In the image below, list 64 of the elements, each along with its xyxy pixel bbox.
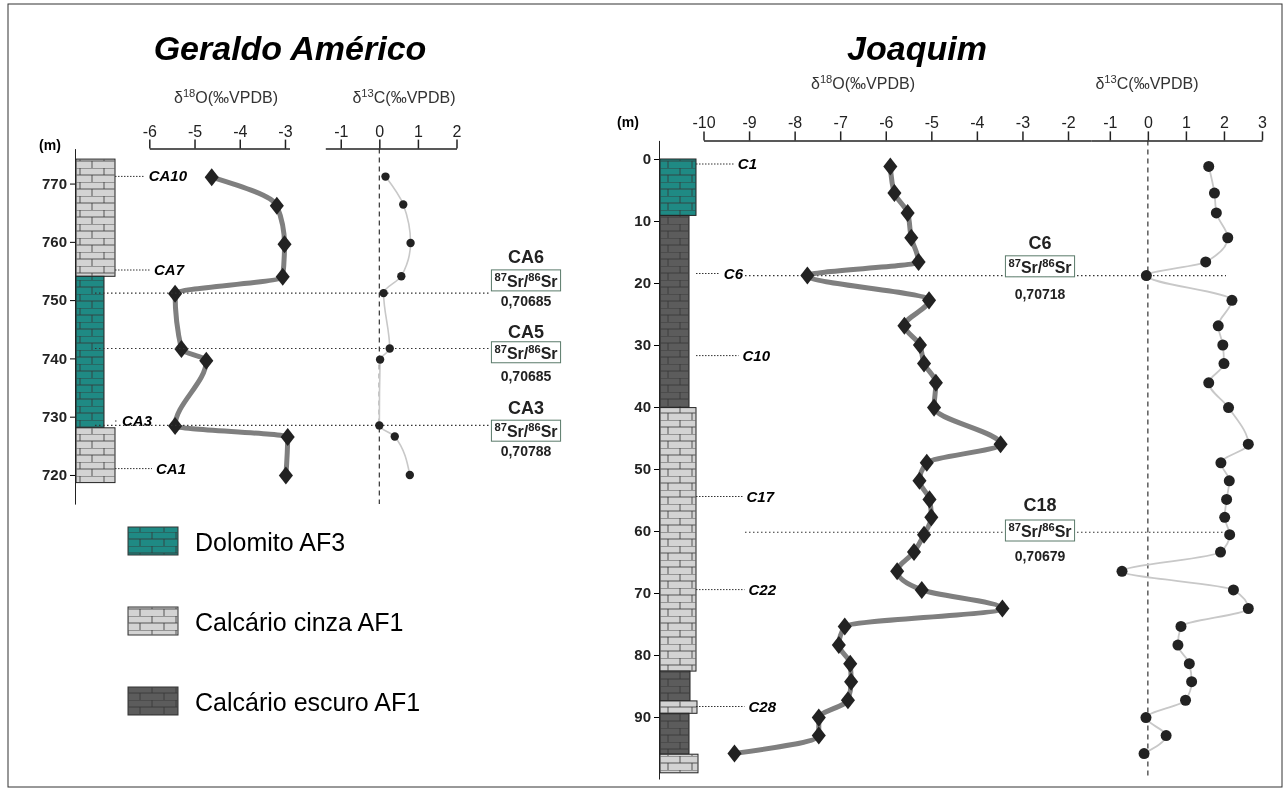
y-tick-label: 750 — [41, 291, 67, 309]
y-tick-label: 20 — [634, 274, 651, 292]
text: Calcário cinza AF1 — [195, 608, 404, 636]
y-tick-label: 0 — [642, 150, 651, 168]
x-axis-title: δ$^{13}$C(‰VPDB) — [1095, 73, 1199, 92]
y-tick-label: 720 — [41, 466, 67, 484]
x-axis-title: δ$^{18}$O(‰VPDB) — [810, 73, 916, 92]
annotation: CA10 — [148, 167, 188, 185]
y-tick-label: 30 — [634, 336, 651, 354]
annotation: C10 — [742, 346, 771, 364]
x-tick-label: 0 — [375, 122, 385, 140]
annotation: C6 — [723, 264, 744, 282]
y-tick-label: 70 — [634, 584, 651, 602]
y-tick-label: 770 — [41, 174, 67, 192]
x-tick-label: -1 — [334, 122, 349, 140]
y-axis-title: (m) — [39, 137, 61, 153]
ref-line-label: CA5 $^{87}$Sr/$^{86}$Sr 0,70685 — [494, 321, 558, 384]
ref-line-label: CA3 $^{87}$Sr/$^{86}$Sr 0,70788 — [494, 397, 558, 460]
annotation: C28 — [748, 697, 777, 715]
x-tick-label: -9 — [742, 114, 757, 132]
x-axis-title: δ$^{18}$O(‰VPDB) — [173, 87, 279, 106]
annotation: C22 — [748, 580, 777, 598]
x-tick-label: 0 — [1143, 114, 1153, 132]
x-tick-label: -5 — [924, 114, 940, 132]
x-tick-label: -3 — [278, 122, 293, 140]
ref-line-label: CA6 $^{87}$Sr/$^{86}$Sr 0,70685 — [494, 246, 558, 310]
y-tick-label: 730 — [41, 407, 67, 425]
y-tick-label: 50 — [634, 460, 651, 478]
x-tick-label: -8 — [788, 114, 803, 132]
x-tick-label: -1 — [1103, 114, 1118, 132]
x-tick-label: -4 — [970, 114, 985, 132]
y-tick-label: 40 — [634, 398, 651, 416]
x-tick-label: -6 — [142, 122, 158, 140]
y-tick-label: 80 — [634, 646, 651, 664]
y-tick-label: 760 — [41, 233, 67, 251]
x-tick-label: 1 — [413, 122, 423, 140]
x-tick-label: -3 — [1015, 114, 1031, 132]
x-tick-label: -6 — [879, 114, 894, 132]
y-tick-label: 60 — [634, 522, 651, 540]
chart-title: Geraldo Américo — [153, 29, 427, 67]
y-axis-title: (m) — [617, 114, 639, 130]
x-tick-label: 3 — [1258, 114, 1268, 132]
annotation: CA7 — [153, 261, 185, 278]
ref-line-label: C6 $^{87}$Sr/$^{86}$Sr 0,70718 — [1008, 233, 1072, 302]
text: Calcário escuro AF1 — [195, 688, 421, 716]
x-tick-label: -2 — [1061, 114, 1076, 132]
x-tick-label: 2 — [452, 122, 462, 140]
y-tick-label: 740 — [41, 349, 67, 367]
x-tick-label: -10 — [692, 114, 716, 132]
text: Dolomito AF3 — [195, 528, 346, 556]
annotation: CA3 — [121, 412, 153, 429]
x-tick-label: -4 — [233, 122, 248, 140]
ref-line-label: C18 $^{87}$Sr/$^{86}$Sr 0,70679 — [1008, 495, 1072, 565]
x-tick-label: 2 — [1220, 114, 1229, 132]
x-tick-label: -5 — [187, 122, 203, 140]
annotation: C1 — [737, 155, 757, 172]
x-tick-label: -7 — [833, 114, 848, 132]
y-tick-label: 10 — [634, 212, 651, 230]
chart-title: Joaquim — [847, 29, 987, 67]
annotation: C17 — [746, 487, 775, 505]
y-tick-label: 90 — [634, 708, 651, 726]
annotation: CA1 — [155, 459, 186, 477]
x-axis-title: δ$^{13}$C(‰VPDB) — [352, 87, 456, 106]
x-tick-label: 1 — [1181, 114, 1191, 132]
